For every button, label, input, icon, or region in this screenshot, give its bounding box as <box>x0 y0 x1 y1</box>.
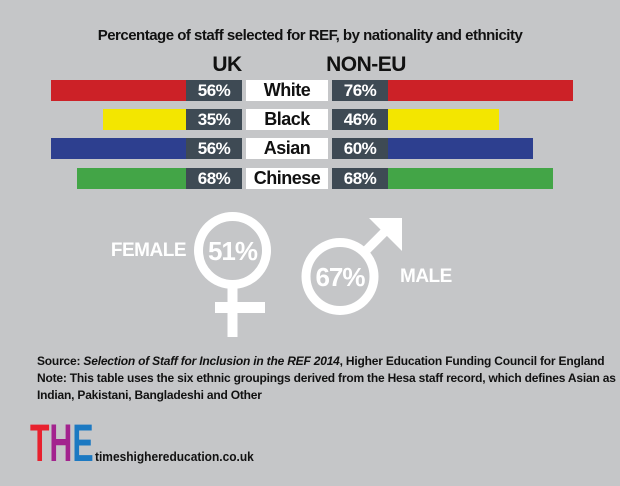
female-pct: 51% <box>208 236 258 266</box>
male-symbol-icon: 67% <box>301 218 402 315</box>
source-suffix: , Higher Education Funding Council for E… <box>339 354 605 368</box>
noneu-pct-chinese: 68% <box>332 168 388 189</box>
note-line-2: Indian, Pakistani, Bangladeshi and Other <box>37 388 262 402</box>
logo-letter-t: T <box>30 414 50 473</box>
uk-pct-white: 56% <box>186 80 242 101</box>
uk-pct-asian: 56% <box>186 138 242 159</box>
logo-url: timeshighereducation.co.uk <box>95 449 254 464</box>
category-label-chinese: Chinese <box>246 168 328 189</box>
source-note: Source: Selection of Staff for Inclusion… <box>37 353 616 404</box>
noneu-pct-asian: 60% <box>332 138 388 159</box>
bar-row-asian: 56% Asian 60% <box>0 138 620 159</box>
note-line-1: Note: This table uses the six ethnic gro… <box>37 371 616 385</box>
category-label-asian: Asian <box>246 138 328 159</box>
female-symbol-icon: 51% <box>194 212 271 337</box>
noneu-pct-white: 76% <box>332 80 388 101</box>
noneu-bar-white <box>388 80 573 101</box>
source-line: Source: Selection of Staff for Inclusion… <box>37 353 616 370</box>
source-report-title: Selection of Staff for Inclusion in the … <box>83 354 340 368</box>
source-prefix: Source: <box>37 354 84 368</box>
category-label-black: Black <box>246 109 328 130</box>
bar-row-black: 35% Black 46% <box>0 109 620 130</box>
logo-letter-h: H <box>49 414 73 473</box>
chart-title: Percentage of staff selected for REF, by… <box>97 27 523 44</box>
column-header-uk: UK <box>212 53 242 76</box>
uk-pct-black: 35% <box>186 109 242 130</box>
noneu-bar-asian <box>388 138 533 159</box>
noneu-bar-chinese <box>388 168 553 189</box>
noneu-bar-black <box>388 109 499 130</box>
the-logo: THE <box>30 417 94 470</box>
female-label: FEMALE <box>110 240 187 261</box>
uk-pct-chinese: 68% <box>186 168 242 189</box>
bar-row-white: 56% White 76% <box>0 80 620 101</box>
male-label: MALE <box>400 266 452 287</box>
bar-row-chinese: 68% Chinese 68% <box>0 168 620 189</box>
male-pct: 67% <box>315 262 365 292</box>
column-header-noneu: NON-EU <box>326 53 406 76</box>
logo-letter-e: E <box>72 414 94 473</box>
category-label-white: White <box>246 80 328 101</box>
noneu-pct-black: 46% <box>332 109 388 130</box>
